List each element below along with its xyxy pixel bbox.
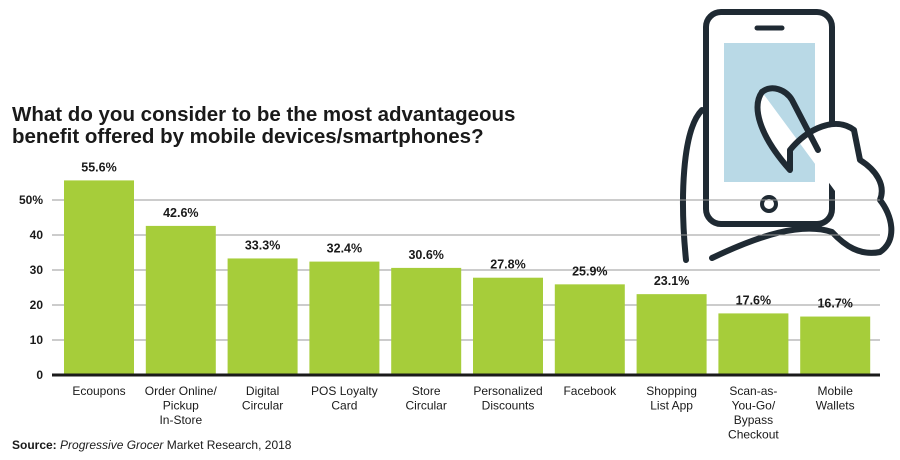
data-label: 27.8% — [490, 258, 525, 272]
source-label: Source: — [12, 438, 57, 452]
x-tick-label: Mobile Wallets — [816, 384, 855, 413]
bar — [473, 277, 543, 375]
x-tick-label: Scan-as-You-Go/Bypass Checkout — [728, 384, 779, 442]
bars — [64, 180, 871, 375]
y-tick-label: 10 — [30, 333, 44, 347]
data-label: 17.6% — [736, 293, 771, 307]
y-axis-ticks: 0 10 20 30 40 50% — [19, 193, 43, 382]
source-details: Market Research, 2018 — [163, 438, 292, 452]
hand-outline — [680, 89, 895, 263]
data-label: 25.9% — [572, 264, 607, 278]
data-label: 42.6% — [163, 206, 198, 220]
y-tick-label: 40 — [30, 228, 44, 242]
x-tick-label: Order Online/Pickup In-Store — [145, 384, 218, 427]
y-tick-label: 0 — [36, 368, 43, 382]
bar — [227, 258, 298, 375]
x-tick-label: Store Circular — [406, 384, 447, 413]
y-tick-label: 50% — [19, 193, 43, 207]
source-publication: Progressive Grocer — [60, 438, 164, 452]
x-tick-label: Shopping List App — [646, 384, 697, 413]
data-label: 23.1% — [654, 274, 689, 288]
data-labels: 55.6% 42.6% 33.3% 32.4% 30.6% 27.8% 25.9% 23.1%… — [81, 160, 853, 310]
bar — [636, 294, 707, 375]
chart-title-line-2: benefit offered by mobile devices/smartp… — [12, 125, 484, 148]
x-tick-label: Personalized Discounts — [473, 384, 542, 413]
x-tick-label: Ecoupons — [72, 384, 125, 398]
x-tick-label: Facebook — [563, 384, 617, 398]
chart-title: What do you consider to be the most adva… — [12, 103, 515, 148]
y-tick-label: 20 — [30, 298, 44, 312]
data-label: 30.6% — [408, 248, 443, 262]
source-note: Source: Progressive Grocer Market Resear… — [12, 438, 291, 452]
chart-title-line-1: What do you consider to be the most adva… — [12, 103, 515, 126]
data-label: 55.6% — [81, 160, 116, 174]
y-tick-label: 30 — [30, 263, 44, 277]
data-label: 32.4% — [327, 242, 362, 256]
finger-outline — [759, 85, 821, 153]
x-tick-label: POS Loyalty Card — [311, 384, 378, 413]
bar — [800, 316, 871, 375]
data-label: 33.3% — [245, 238, 280, 252]
bar — [145, 225, 216, 375]
data-label: 16.7% — [817, 297, 852, 311]
x-tick-label: Digital Circular — [242, 384, 283, 413]
bar — [554, 284, 625, 375]
hand-holding-smartphone-icon — [680, 9, 895, 263]
bar — [391, 267, 462, 375]
bar — [64, 180, 134, 375]
phone-home-button — [760, 195, 778, 213]
x-axis-labels: Ecoupons Order Online/Pickup In-Store Digit… — [72, 384, 854, 442]
bar — [309, 261, 380, 375]
bar — [718, 313, 789, 375]
